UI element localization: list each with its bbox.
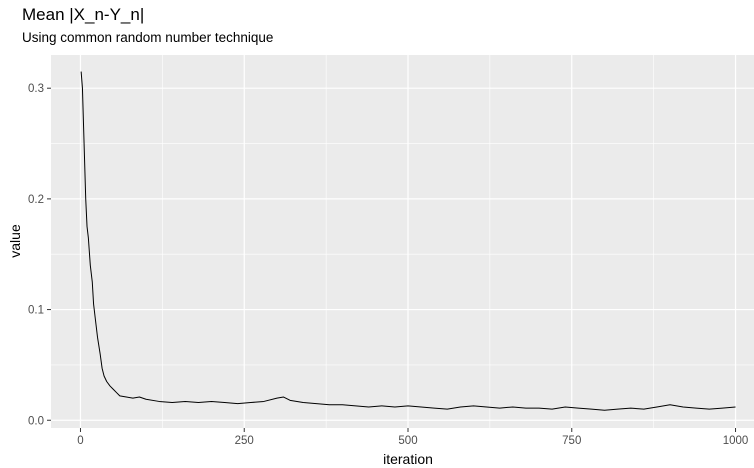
x-tick-label: 1000	[723, 435, 749, 447]
y-axis-title: value	[7, 224, 23, 258]
x-axis-title: iteration	[383, 451, 433, 467]
y-tick-label: 0.2	[28, 194, 44, 206]
y-axis: 0.0 0.1 0.2 0.3	[28, 83, 51, 427]
y-tick-label: 0.1	[28, 305, 44, 317]
chart-title: Mean |X_n-Y_n|	[22, 5, 144, 24]
y-tick-label: 0.3	[28, 83, 44, 95]
plot-panel	[51, 55, 754, 428]
x-tick-label: 750	[562, 435, 581, 447]
x-tick-label: 0	[77, 435, 83, 447]
x-tick-label: 250	[235, 435, 254, 447]
chart-subtitle: Using common random number technique	[22, 30, 273, 45]
y-tick-label: 0.0	[28, 415, 44, 427]
x-axis: 0 250 500 750 1000	[77, 428, 748, 447]
series-line	[80, 71, 736, 411]
x-tick-label: 500	[398, 435, 417, 447]
major-grid	[51, 55, 754, 428]
